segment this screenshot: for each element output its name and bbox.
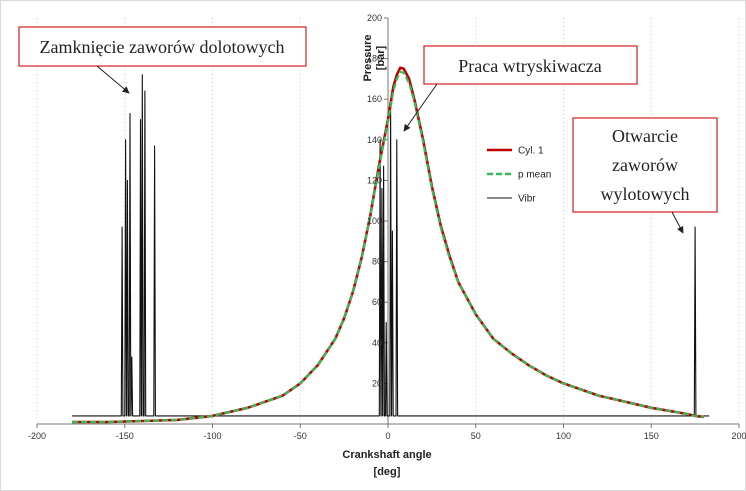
y-axis-title: Pressure (362, 34, 374, 81)
x-tick-label: 100 (556, 431, 571, 441)
x-tick-label: -50 (294, 431, 307, 441)
callout-box (18, 26, 307, 67)
callout-arrow (671, 211, 684, 234)
legend-label-vibr: Vibr (518, 194, 536, 205)
y-tick-label: 100 (367, 216, 382, 226)
y-tick-label: 40 (372, 338, 382, 348)
y-tick-label: 80 (372, 257, 382, 267)
x-tick-label: 0 (385, 431, 390, 441)
callout-exhaust-valves: Otwarcie zaworów wylotowych (572, 117, 718, 234)
callout-intake-valves: Zamknięcie zaworów dolotowych (18, 26, 307, 94)
y-tick-label: 180 (367, 54, 382, 64)
x-tick-label: -100 (203, 431, 221, 441)
callout-text: Zamknięcie zaworów dolotowych (40, 37, 285, 57)
y-tick-label: 200 (367, 13, 382, 23)
tick-labels: -200 -150 -100 -50 0 50 100 150 200 20 40 60 80 100 12… (28, 13, 746, 441)
callout-arrow (403, 83, 438, 132)
callout-text-line-1: Otwarcie (612, 126, 678, 146)
x-tick-label: 150 (644, 431, 659, 441)
y-tick-label: 160 (367, 94, 382, 104)
series-lines (72, 66, 710, 424)
callout-text: Praca wtryskiwacza (458, 56, 601, 76)
axes (36, 17, 740, 428)
callout-box (572, 117, 718, 213)
x-tick-label: -150 (116, 431, 134, 441)
legend: Cyl. 1 p mean Vibr (487, 146, 551, 205)
x-tick-label: 50 (471, 431, 481, 441)
x-tick-label: -200 (28, 431, 46, 441)
x-axis-unit: [deg] (374, 466, 401, 478)
y-tick-label: 60 (372, 297, 382, 307)
callout-text-line-2: zaworów (612, 155, 678, 175)
y-tick-label: 120 (367, 175, 382, 185)
y-axis-unit: [bar] (375, 45, 387, 70)
legend-label-cyl1: Cyl. 1 (518, 146, 544, 157)
callout-injector: Praca wtryskiwacza (403, 45, 638, 132)
legend-label-pmean: p mean (518, 170, 551, 181)
callout-box (423, 45, 638, 85)
series-vibr (72, 74, 710, 417)
y-tick-label: 140 (367, 135, 382, 145)
x-tick-label: 200 (731, 431, 746, 441)
x-axis-title: Crankshaft angle (342, 449, 431, 461)
callout-arrow (96, 65, 130, 94)
y-tick-label: 20 (372, 378, 382, 388)
callout-text-line-3: wylotowych (601, 184, 690, 204)
